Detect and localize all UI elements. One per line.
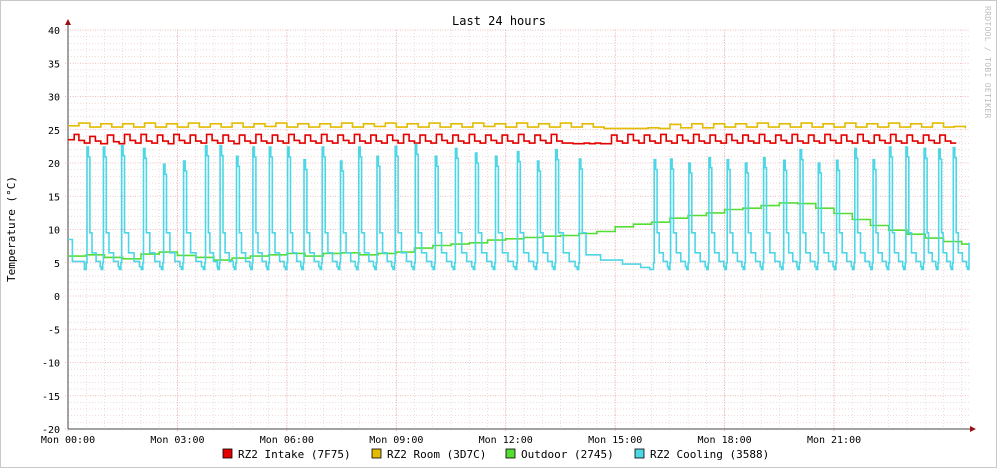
y-axis-arrow xyxy=(65,19,71,25)
legend-label: RZ2 Room (3D7C) xyxy=(387,448,486,461)
watermark-text: RRDTOOL / TOBI OETIKER xyxy=(983,6,992,119)
y-tick-label: -10 xyxy=(42,359,60,370)
x-tick-label: Mon 00:00 xyxy=(41,435,95,446)
legend-swatch xyxy=(222,448,233,459)
y-tick-label: 40 xyxy=(48,26,60,37)
legend-item: RZ2 Room (3D7C) xyxy=(371,448,486,461)
y-tick-label: 0 xyxy=(54,292,60,303)
legend-label: RZ2 Cooling (3588) xyxy=(650,448,769,461)
x-tick-label: Mon 21:00 xyxy=(807,435,861,446)
legend: RZ2 Intake (7F75) RZ2 Room (3D7C) Outdoor … xyxy=(222,448,769,461)
legend-label: RZ2 Intake (7F75) xyxy=(238,448,351,461)
x-tick-label: Mon 03:00 xyxy=(150,435,204,446)
x-tick-label: Mon 12:00 xyxy=(479,435,533,446)
legend-label: Outdoor (2745) xyxy=(521,448,614,461)
x-tick-label: Mon 18:00 xyxy=(698,435,752,446)
y-tick-label: -15 xyxy=(42,392,60,403)
y-axis-label: Temperature (°C) xyxy=(5,176,18,282)
legend-swatch xyxy=(505,448,516,459)
legend-item: RZ2 Intake (7F75) xyxy=(222,448,351,461)
x-tick-label: Mon 09:00 xyxy=(369,435,423,446)
series-line xyxy=(68,122,967,130)
y-tick-label: 10 xyxy=(48,226,60,237)
x-axis-arrow xyxy=(970,426,976,432)
y-tick-label: 25 xyxy=(48,126,60,137)
y-tick-label: 20 xyxy=(48,159,60,170)
legend-swatch xyxy=(634,448,645,459)
x-tick-labels: Mon 00:00 Mon 03:00 Mon 06:00 Mon 09:00 Mon … xyxy=(41,435,861,446)
series-line xyxy=(68,143,970,271)
x-tick-label: Mon 15:00 xyxy=(588,435,642,446)
legend-item: RZ2 Cooling (3588) xyxy=(634,448,769,461)
series-line xyxy=(68,133,957,145)
legend-item: Outdoor (2745) xyxy=(505,448,614,461)
y-tick-label: -5 xyxy=(48,325,60,336)
y-tick-label: 15 xyxy=(48,192,60,203)
y-tick-label: -20 xyxy=(42,425,60,436)
legend-swatch xyxy=(371,448,382,459)
y-tick-labels: -20 -15 -10 -5 0 5 10 15 20 25 30 35 40 xyxy=(42,26,60,436)
series-group xyxy=(68,122,970,271)
x-tick-label: Mon 06:00 xyxy=(260,435,314,446)
chart-title: Last 24 hours xyxy=(452,14,546,28)
y-tick-label: 5 xyxy=(54,259,60,270)
y-tick-label: 30 xyxy=(48,93,60,104)
y-tick-label: 35 xyxy=(48,59,60,70)
axes xyxy=(65,19,976,432)
